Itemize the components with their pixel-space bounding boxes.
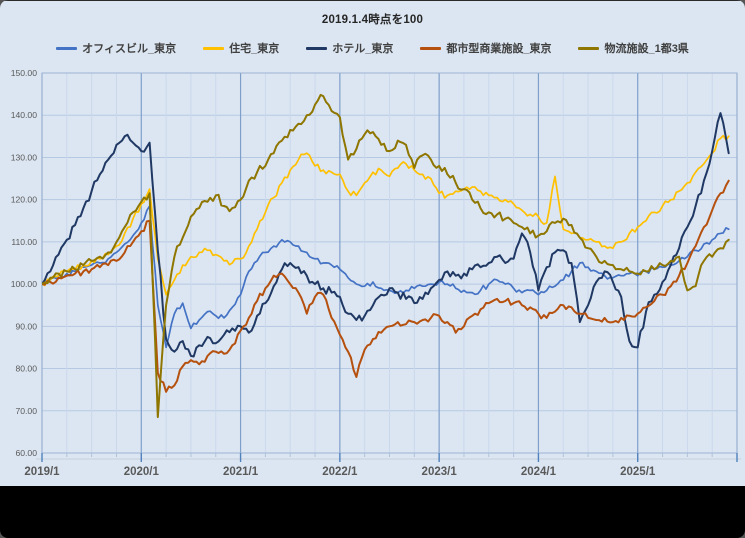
x-axis-label: 2019/1 bbox=[24, 466, 60, 478]
y-axis-label: 140.00 bbox=[11, 110, 38, 120]
x-axis-label: 2025/1 bbox=[620, 466, 656, 478]
line-swatch-icon bbox=[420, 46, 442, 50]
plot-area: 150.00 140.00 130.00 120.00 110.00 100.00 90.0… bbox=[11, 68, 741, 478]
x-axis-label: 2023/1 bbox=[422, 466, 458, 478]
legend-label: 住宅_東京 bbox=[229, 43, 280, 55]
y-axis-label: 120.00 bbox=[11, 195, 38, 205]
series-line-0 bbox=[42, 205, 730, 349]
x-axis-label: 2024/1 bbox=[521, 466, 557, 478]
legend-item-urban-retail: 都市型商業施設_東京 bbox=[420, 40, 551, 56]
legend-label: ホテル_東京 bbox=[332, 43, 394, 55]
legend-item-logistics: 物流施設_1都3県 bbox=[578, 40, 689, 56]
line-swatch-icon bbox=[578, 46, 600, 50]
y-axis-label: 80.00 bbox=[15, 364, 37, 374]
legend: オフィスビル_東京 住宅_東京 ホテル_東京 都市型商業施設_東京 物流施設_1… bbox=[0, 39, 745, 57]
y-axis-label: 150.00 bbox=[11, 68, 38, 78]
legend-item-hotel: ホテル_東京 bbox=[306, 40, 393, 56]
legend-label: 物流施設_1都3県 bbox=[604, 43, 689, 55]
legend-label: オフィスビル_東京 bbox=[82, 43, 177, 55]
legend-label: 都市型商業施設_東京 bbox=[446, 43, 552, 55]
x-axis-label: 2022/1 bbox=[322, 466, 358, 478]
line-swatch-icon bbox=[56, 46, 78, 50]
y-axis-label: 60.00 bbox=[15, 448, 37, 458]
y-axis-label: 70.00 bbox=[15, 406, 37, 416]
x-axis-label: 2021/1 bbox=[223, 466, 259, 478]
legend-item-office: オフィスビル_東京 bbox=[56, 40, 176, 56]
y-axis-label: 130.00 bbox=[11, 152, 38, 162]
x-axis-label: 2020/1 bbox=[124, 466, 160, 478]
y-axis-label: 90.00 bbox=[15, 321, 37, 331]
line-swatch-icon bbox=[306, 46, 328, 50]
series-line-4 bbox=[42, 93, 730, 419]
legend-item-residential: 住宅_東京 bbox=[203, 40, 279, 56]
y-axis-label: 100.00 bbox=[11, 279, 38, 289]
line-swatch-icon bbox=[203, 46, 225, 50]
series-line-2 bbox=[42, 112, 730, 358]
chart-title: 2019.1.4時点を100 bbox=[321, 14, 424, 26]
series-line-1 bbox=[42, 134, 730, 296]
chart-card: 150.00 140.00 130.00 120.00 110.00 100.00 90.0… bbox=[0, 0, 745, 486]
y-axis-label: 110.00 bbox=[11, 237, 37, 247]
series-line-3 bbox=[42, 179, 730, 393]
